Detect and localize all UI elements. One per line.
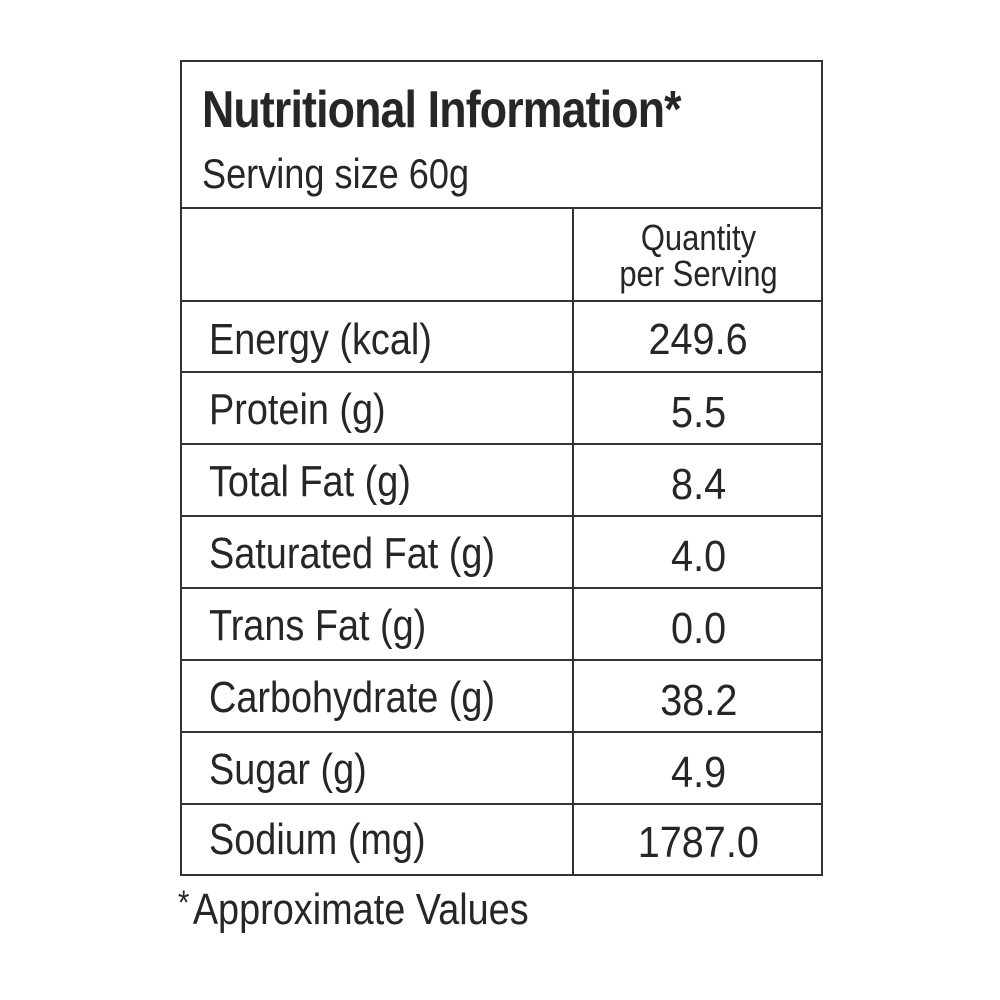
row-label-carbohydrate: Carbohydrate (g) (209, 673, 496, 722)
row-divider (182, 443, 821, 445)
row-divider (182, 731, 821, 733)
title-text: Nutritional Information (202, 81, 665, 139)
quantity-header-line2: per Serving (619, 253, 778, 294)
column-divider (572, 209, 574, 874)
row-value-energy: 249.6 (648, 315, 749, 364)
row-value-protein: 5.5 (670, 388, 727, 437)
quantity-header-line1: Quantity (640, 217, 757, 258)
row-label-trans-fat: Trans Fat (g) (209, 601, 427, 650)
footnote-asterisk: * (178, 884, 190, 922)
row-label-saturated-fat: Saturated Fat (g) (209, 529, 496, 578)
footnote-text: Approximate Values (192, 885, 529, 934)
title-asterisk: * (664, 81, 681, 139)
row-divider (182, 300, 821, 302)
row-label-total-fat: Total Fat (g) (209, 457, 411, 506)
row-value-carbohydrate: 38.2 (659, 676, 738, 725)
row-value-total-fat: 8.4 (670, 460, 727, 509)
row-label-sugar: Sugar (g) (209, 745, 367, 794)
row-label-protein: Protein (g) (209, 385, 386, 434)
row-value-sodium: 1787.0 (637, 818, 760, 867)
footnote: *Approximate Values (178, 884, 529, 935)
row-value-sugar: 4.9 (670, 748, 727, 797)
row-value-saturated-fat: 4.0 (670, 532, 727, 581)
table-title: Nutritional Information* (202, 80, 682, 140)
nutrition-table: Nutritional Information* Serving size 60… (180, 60, 823, 876)
table-header: Nutritional Information* Serving size 60… (182, 62, 821, 209)
serving-size: Serving size 60g (202, 150, 470, 197)
row-label-energy: Energy (kcal) (209, 315, 432, 364)
row-divider (182, 659, 821, 661)
row-divider (182, 371, 821, 373)
row-divider (182, 587, 821, 589)
quantity-column-header: Quantity per Serving (574, 212, 823, 302)
row-value-trans-fat: 0.0 (670, 604, 727, 653)
row-label-sodium: Sodium (mg) (209, 815, 426, 864)
row-divider (182, 515, 821, 517)
row-divider (182, 803, 821, 805)
